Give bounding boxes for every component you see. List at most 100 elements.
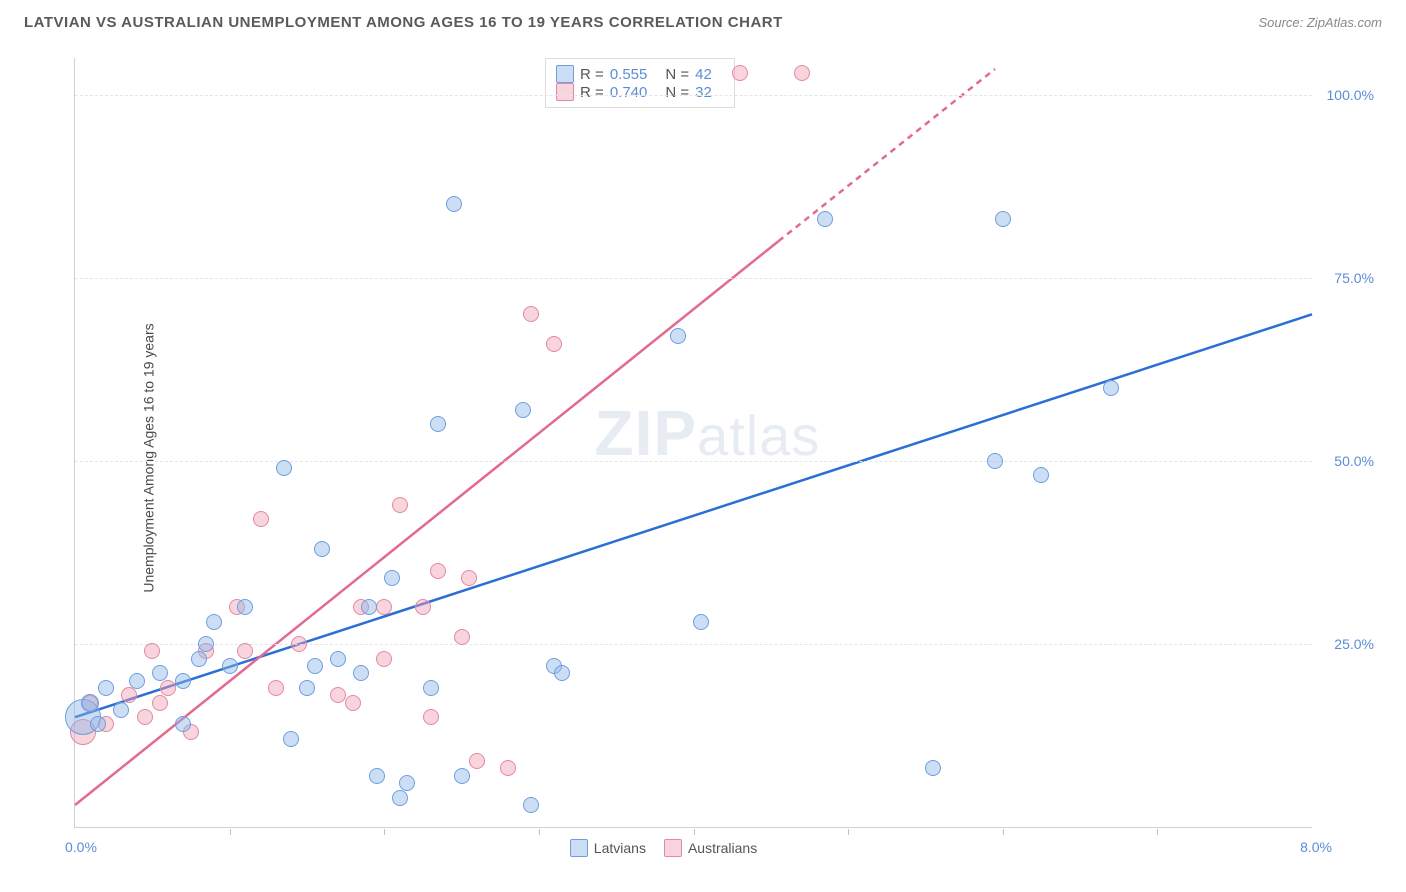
data-point-australians xyxy=(376,651,392,667)
data-point-latvians xyxy=(430,416,446,432)
data-point-australians xyxy=(461,570,477,586)
r-value-latvians: 0.555 xyxy=(610,66,648,83)
data-point-latvians xyxy=(446,196,462,212)
data-point-latvians xyxy=(515,402,531,418)
data-point-australians xyxy=(144,643,160,659)
gridline xyxy=(75,278,1312,279)
data-point-latvians xyxy=(175,716,191,732)
data-point-australians xyxy=(392,497,408,513)
data-point-australians xyxy=(523,306,539,322)
data-point-australians xyxy=(469,753,485,769)
data-point-australians xyxy=(423,709,439,725)
data-point-latvians xyxy=(206,614,222,630)
data-point-australians xyxy=(376,599,392,615)
data-point-latvians xyxy=(1033,467,1049,483)
data-point-latvians xyxy=(1103,380,1119,396)
x-tick xyxy=(848,829,849,835)
data-point-latvians xyxy=(399,775,415,791)
data-point-australians xyxy=(330,687,346,703)
data-point-latvians xyxy=(198,636,214,652)
legend-item-australians: Australians xyxy=(664,839,757,857)
data-point-australians xyxy=(794,65,810,81)
data-point-latvians xyxy=(129,673,145,689)
data-point-latvians xyxy=(90,716,106,732)
data-point-australians xyxy=(253,511,269,527)
data-point-latvians xyxy=(454,768,470,784)
swatch-latvians xyxy=(570,839,588,857)
legend-label-latvians: Latvians xyxy=(594,840,646,856)
data-point-latvians xyxy=(113,702,129,718)
x-axis-min: 0.0% xyxy=(65,839,97,855)
gridline xyxy=(75,461,1312,462)
plot-area: ZIPatlas R = 0.555 N = 42 R = 0.740 N = … xyxy=(74,58,1312,828)
trend-lines-layer xyxy=(75,58,1312,827)
data-point-latvians xyxy=(152,665,168,681)
data-point-australians xyxy=(430,563,446,579)
y-tick-label: 50.0% xyxy=(1334,453,1374,469)
x-axis-max: 8.0% xyxy=(1300,839,1332,855)
x-tick xyxy=(1003,829,1004,835)
y-tick-label: 75.0% xyxy=(1334,270,1374,286)
data-point-australians xyxy=(732,65,748,81)
x-tick xyxy=(384,829,385,835)
data-point-australians xyxy=(237,643,253,659)
n-label: N = xyxy=(665,84,689,101)
n-value-australians: 32 xyxy=(695,84,712,101)
data-point-australians xyxy=(500,760,516,776)
n-value-latvians: 42 xyxy=(695,66,712,83)
data-point-latvians xyxy=(554,665,570,681)
data-point-australians xyxy=(160,680,176,696)
stats-row-australians: R = 0.740 N = 32 xyxy=(556,83,724,101)
data-point-latvians xyxy=(307,658,323,674)
data-point-latvians xyxy=(276,460,292,476)
data-point-latvians xyxy=(995,211,1011,227)
data-point-latvians xyxy=(693,614,709,630)
gridline xyxy=(75,644,1312,645)
data-point-latvians xyxy=(817,211,833,227)
gridline xyxy=(75,95,1312,96)
data-point-latvians xyxy=(81,694,99,712)
data-point-latvians xyxy=(392,790,408,806)
r-value-australians: 0.740 xyxy=(610,84,648,101)
data-point-australians xyxy=(415,599,431,615)
data-point-latvians xyxy=(237,599,253,615)
data-point-latvians xyxy=(987,453,1003,469)
swatch-australians xyxy=(556,83,574,101)
y-tick-label: 25.0% xyxy=(1334,636,1374,652)
stats-legend: R = 0.555 N = 42 R = 0.740 N = 32 xyxy=(545,58,735,108)
data-point-latvians xyxy=(314,541,330,557)
data-point-australians xyxy=(345,695,361,711)
data-point-latvians xyxy=(175,673,191,689)
x-tick xyxy=(539,829,540,835)
legend-label-australians: Australians xyxy=(688,840,757,856)
data-point-australians xyxy=(454,629,470,645)
data-point-latvians xyxy=(423,680,439,696)
stats-row-latvians: R = 0.555 N = 42 xyxy=(556,65,724,83)
swatch-australians xyxy=(664,839,682,857)
data-point-australians xyxy=(137,709,153,725)
data-point-latvians xyxy=(283,731,299,747)
data-point-latvians xyxy=(670,328,686,344)
data-point-australians xyxy=(291,636,307,652)
data-point-australians xyxy=(152,695,168,711)
x-tick xyxy=(694,829,695,835)
data-point-latvians xyxy=(523,797,539,813)
r-label: R = xyxy=(580,66,604,83)
y-tick-label: 100.0% xyxy=(1327,87,1374,103)
chart-title: LATVIAN VS AUSTRALIAN UNEMPLOYMENT AMONG… xyxy=(24,14,783,31)
data-point-australians xyxy=(546,336,562,352)
series-legend: Latvians Australians xyxy=(570,839,757,857)
data-point-latvians xyxy=(222,658,238,674)
legend-item-latvians: Latvians xyxy=(570,839,646,857)
data-point-latvians xyxy=(191,651,207,667)
r-label: R = xyxy=(580,84,604,101)
swatch-latvians xyxy=(556,65,574,83)
data-point-latvians xyxy=(361,599,377,615)
data-point-australians xyxy=(121,687,137,703)
x-tick xyxy=(230,829,231,835)
data-point-latvians xyxy=(925,760,941,776)
data-point-latvians xyxy=(299,680,315,696)
data-point-latvians xyxy=(98,680,114,696)
data-point-latvians xyxy=(330,651,346,667)
data-point-latvians xyxy=(353,665,369,681)
